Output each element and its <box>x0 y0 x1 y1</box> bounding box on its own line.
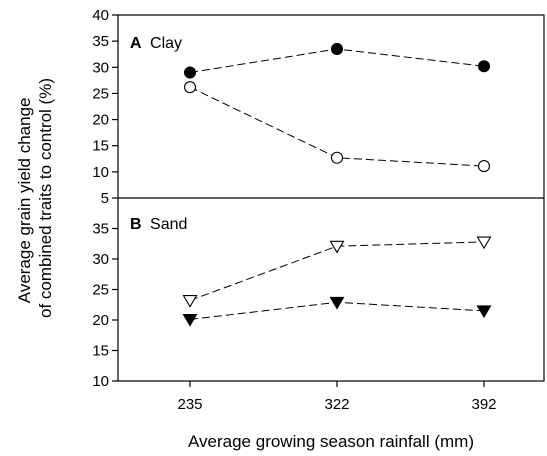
y-tick-label: 25 <box>92 85 109 102</box>
data-point <box>182 295 198 308</box>
y-tick-label: 30 <box>92 59 109 76</box>
data-point <box>329 240 345 254</box>
data-point <box>329 296 345 310</box>
data-point <box>476 236 492 250</box>
y-tick-label: 25 <box>92 282 109 299</box>
data-point <box>330 42 344 56</box>
panel-b-title: B Sand <box>130 216 187 233</box>
y-tick-label: 40 <box>92 7 109 24</box>
y-tick-label: 35 <box>92 221 109 238</box>
y-tick-label: 15 <box>92 343 109 360</box>
y-tick-label: 35 <box>92 33 109 50</box>
data-point <box>477 160 491 173</box>
panel-b-name: Sand <box>150 216 187 233</box>
y-tick-label: 10 <box>92 373 109 390</box>
x-axis-title: Average growing season rainfall (mm) <box>188 432 474 451</box>
x-tick-label: 322 <box>324 396 349 413</box>
y-tick-label: 20 <box>92 112 109 129</box>
data-point <box>183 66 197 79</box>
x-tick-label: 392 <box>471 396 496 413</box>
data-point <box>477 60 491 73</box>
panel-b-letter: B <box>130 216 142 233</box>
panel-a-letter: A <box>130 35 142 52</box>
y-axis-title-line1: Average grain yield change <box>15 98 34 304</box>
data-point <box>182 313 198 327</box>
y-tick-label: 10 <box>92 164 109 181</box>
y-axis-title-line2: of combined traits to control (%) <box>36 78 55 318</box>
data-point <box>183 81 197 94</box>
data-point <box>476 305 492 319</box>
y-tick-label: 20 <box>92 312 109 329</box>
x-tick-label: 235 <box>177 396 202 413</box>
data-point <box>330 151 344 164</box>
y-tick-label: 5 <box>101 190 109 207</box>
y-axis-title: Average grain yield change of combined t… <box>15 78 55 318</box>
chart-marks: 235 322 392 5 10 15 20 25 30 35 40 10 15 20 25 30 35 <box>92 7 496 413</box>
y-tick-label: 30 <box>92 251 109 268</box>
y-tick-label: 15 <box>92 138 109 155</box>
panel-a-title: A Clay <box>130 35 182 52</box>
panel-a-name: Clay <box>150 35 182 52</box>
